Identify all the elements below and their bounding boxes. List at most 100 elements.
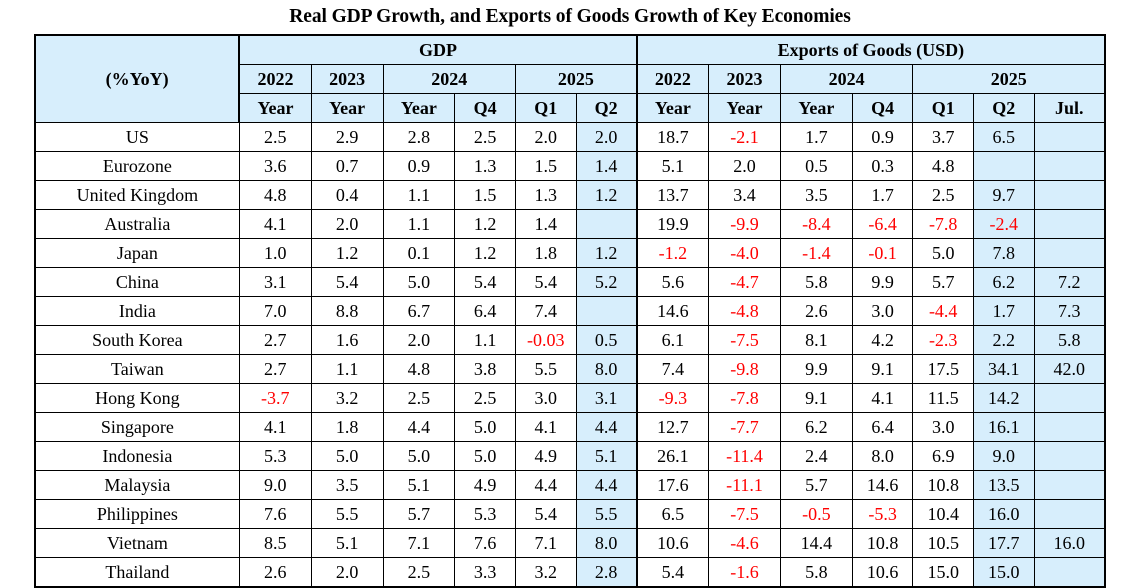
table-cell: -5.3 [851, 499, 914, 529]
table-cell: 5.1 [575, 441, 638, 471]
header-period-5: Q2 [575, 93, 638, 123]
gdp-exports-table: (%YoY) GDP Exports of Goods (USD) 2022 2… [34, 34, 1106, 588]
table-cell: 10.5 [912, 528, 974, 558]
table-cell: 0.9 [382, 151, 456, 181]
table-cell: 1.2 [575, 238, 638, 268]
table-row: United Kingdom 4.8 0.4 1.1 1.5 1.3 1.2 13.7 3.4 3… [34, 180, 1106, 210]
table-cell: 8.0 [575, 354, 638, 384]
table-cell: 4.1 [238, 412, 312, 442]
table-cell: 26.1 [635, 441, 710, 471]
table-cell: 6.4 [851, 412, 914, 442]
table-cell: 8.5 [238, 528, 312, 558]
header-year-gdp-2023: 2023 [310, 64, 384, 94]
table-cell: 11.5 [912, 383, 974, 413]
table-cell: 2.8 [575, 557, 638, 588]
row-label-economy: Singapore [34, 412, 240, 442]
table-row: Malaysia 9.0 3.5 5.1 4.9 4.4 4.4 17.6 -11.1 5.7 14… [34, 470, 1106, 500]
table-cell: 3.1 [238, 267, 312, 297]
table-cell: 1.4 [575, 151, 638, 181]
table-cell: 4.9 [514, 441, 577, 471]
table-cell: -11.1 [708, 470, 781, 500]
table-cell: -8.4 [779, 209, 853, 239]
table-cell: 2.7 [238, 354, 312, 384]
table-cell: -4.8 [708, 296, 781, 326]
table-cell [575, 209, 638, 239]
table-cell: 4.4 [514, 470, 577, 500]
table-cell: -0.1 [851, 238, 914, 268]
table-cell: 1.7 [973, 296, 1035, 326]
table-cell: 5.5 [575, 499, 638, 529]
header-group-exports: Exports of Goods (USD) [635, 34, 1106, 65]
table-cell: 0.7 [310, 151, 384, 181]
table-cell: 4.1 [238, 209, 312, 239]
header-year-exports-2024: 2024 [779, 64, 914, 94]
table-cell: 0.4 [310, 180, 384, 210]
table-cell: -2.4 [973, 209, 1035, 239]
table-cell: 1.1 [454, 325, 516, 355]
table-cell [1033, 209, 1106, 239]
table-cell: 2.0 [575, 122, 638, 152]
table-cell: 15.0 [973, 557, 1035, 588]
table-cell: 16.0 [973, 499, 1035, 529]
table-cell: 5.0 [454, 412, 516, 442]
table-row: Singapore 4.1 1.8 4.4 5.0 4.1 4.4 12.7 -7.7 6.2 6.… [34, 412, 1106, 442]
table-cell: -11.4 [708, 441, 781, 471]
row-label-economy: Malaysia [34, 470, 240, 500]
table-cell: 0.9 [851, 122, 914, 152]
table-cell: 2.0 [514, 122, 577, 152]
table-cell: 0.5 [779, 151, 853, 181]
row-label-economy: Taiwan [34, 354, 240, 384]
table-cell: 5.8 [779, 267, 853, 297]
table-cell: 10.6 [635, 528, 710, 558]
table-cell [1033, 238, 1106, 268]
table-cell: 7.1 [514, 528, 577, 558]
header-group-gdp: GDP [238, 34, 638, 65]
row-label-economy: Eurozone [34, 151, 240, 181]
table-cell: 1.3 [454, 151, 516, 181]
table-cell: 0.3 [851, 151, 914, 181]
table-row: Indonesia 5.3 5.0 5.0 5.0 4.9 5.1 26.1 -11.4 2.4 8… [34, 441, 1106, 471]
table-cell: 3.8 [454, 354, 516, 384]
table-cell: 4.9 [454, 470, 516, 500]
header-year-exports-2023: 2023 [708, 64, 781, 94]
table-cell: 8.0 [851, 441, 914, 471]
table-header: (%YoY) GDP Exports of Goods (USD) 2022 2… [34, 34, 1106, 123]
row-label-economy: US [34, 122, 240, 152]
table-cell: -1.2 [635, 238, 710, 268]
table-cell: 16.0 [1033, 528, 1106, 558]
table-cell: 1.2 [454, 209, 516, 239]
row-label-economy: China [34, 267, 240, 297]
page-title: Real GDP Growth, and Exports of Goods Gr… [289, 6, 851, 27]
table-cell: -9.8 [708, 354, 781, 384]
table-cell: 6.7 [382, 296, 456, 326]
table-cell: 2.5 [238, 122, 312, 152]
table-cell: 14.6 [635, 296, 710, 326]
table-cell: -1.4 [779, 238, 853, 268]
header-period-6: Year [635, 93, 710, 123]
table-cell: 8.0 [575, 528, 638, 558]
table-cell: -9.3 [635, 383, 710, 413]
table-cell: 19.9 [635, 209, 710, 239]
table-cell: 4.8 [382, 354, 456, 384]
header-year-gdp-2025: 2025 [514, 64, 638, 94]
table-cell: 2.5 [454, 122, 516, 152]
table-cell: 5.1 [310, 528, 384, 558]
table-cell: 3.7 [912, 122, 974, 152]
table-cell: 5.4 [514, 499, 577, 529]
table-cell: 9.1 [779, 383, 853, 413]
table-cell: 7.2 [1033, 267, 1106, 297]
table-cell [1033, 180, 1106, 210]
table-cell: 1.2 [575, 180, 638, 210]
table-cell: -0.03 [514, 325, 577, 355]
table-cell [1033, 383, 1106, 413]
table-cell: -7.8 [708, 383, 781, 413]
table-cell: 1.1 [382, 180, 456, 210]
table-row: Vietnam 8.5 5.1 7.1 7.6 7.1 8.0 10.6 -4.6 14.4 10.… [34, 528, 1106, 558]
table-cell: 8.1 [779, 325, 853, 355]
table-cell: 1.5 [454, 180, 516, 210]
table-cell: 9.0 [973, 441, 1035, 471]
table-cell: 4.8 [912, 151, 974, 181]
table-cell [1033, 151, 1106, 181]
table-cell: 3.6 [238, 151, 312, 181]
table-cell [1033, 122, 1106, 152]
